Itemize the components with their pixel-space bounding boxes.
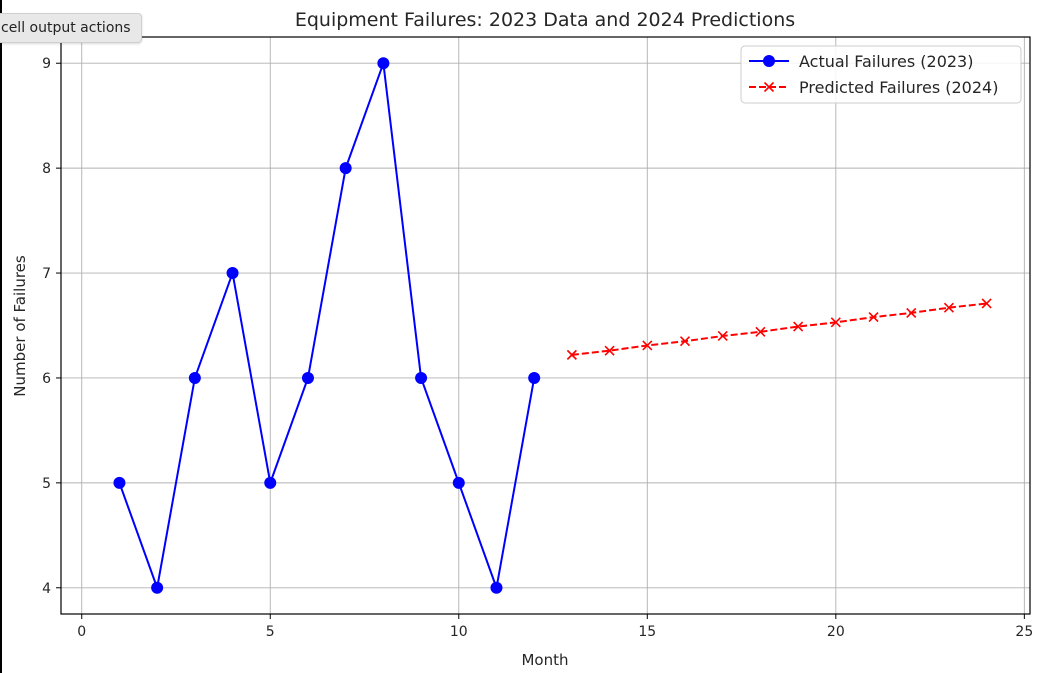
- y-tick-label: 7: [42, 266, 51, 282]
- y-tick-label: 4: [42, 581, 51, 597]
- legend: Actual Failures (2023) Predicted Failures…: [740, 45, 1022, 104]
- series-2: [566, 298, 992, 360]
- data-point: [452, 476, 465, 489]
- x-tick-label: 15: [638, 624, 656, 640]
- x-tick-label: 5: [266, 624, 275, 640]
- x-axis-label: Month: [521, 651, 568, 669]
- data-point: [642, 340, 653, 351]
- plot-area-frame: [60, 36, 1031, 615]
- data-point: [830, 317, 841, 328]
- data-point: [943, 302, 955, 313]
- data-point: [188, 371, 201, 384]
- data-point: [113, 476, 126, 489]
- x-tick-label: 20: [827, 624, 845, 640]
- legend-entry: Actual Failures (2023): [749, 52, 973, 71]
- y-tick-label: 6: [42, 371, 51, 387]
- legend-label: Predicted Failures (2024): [799, 78, 998, 97]
- data-point: [679, 336, 691, 347]
- legend-swatch-marker: [763, 55, 775, 67]
- legend-swatch-marker: [763, 81, 775, 93]
- data-point: [339, 162, 352, 175]
- data-point: [981, 298, 992, 309]
- data-point: [868, 312, 879, 323]
- legend-box: [740, 45, 1022, 104]
- cell-left-border: [0, 0, 2, 673]
- data-point: [264, 476, 277, 489]
- series-group: [113, 57, 992, 594]
- legend-entry: Predicted Failures (2024): [749, 78, 998, 97]
- x-tick-label: 10: [450, 624, 468, 640]
- data-point: [301, 371, 314, 384]
- series-1: [113, 57, 541, 594]
- data-point: [528, 371, 541, 384]
- x-tick-label: 0: [77, 624, 86, 640]
- y-tick-label: 5: [42, 476, 51, 492]
- data-point: [151, 581, 164, 594]
- data-point: [377, 57, 390, 70]
- data-point: [566, 349, 577, 360]
- legend-label: Actual Failures (2023): [799, 52, 973, 71]
- series-line: [118, 62, 536, 589]
- data-point: [717, 330, 728, 342]
- data-point: [490, 581, 503, 594]
- data-point: [906, 307, 917, 318]
- grid-lines: [61, 37, 1030, 614]
- data-point: [755, 326, 766, 337]
- x-tick-label: 25: [1015, 624, 1033, 640]
- data-point: [226, 267, 239, 280]
- y-tick-label: 9: [42, 56, 51, 72]
- cell-output-actions-button[interactable]: cell output actions: [0, 13, 142, 43]
- series-line: [571, 302, 987, 356]
- data-point: [793, 321, 804, 332]
- data-point: [415, 371, 428, 384]
- y-tick-label: 8: [42, 161, 51, 177]
- data-point: [604, 345, 615, 356]
- chart-title: Equipment Failures: 2023 Data and 2024 P…: [295, 9, 795, 31]
- y-axis-label: Number of Failures: [11, 255, 29, 397]
- axis-ticks: 0 5 10 15 20 25 4 5 6 7 8 9: [42, 56, 1033, 640]
